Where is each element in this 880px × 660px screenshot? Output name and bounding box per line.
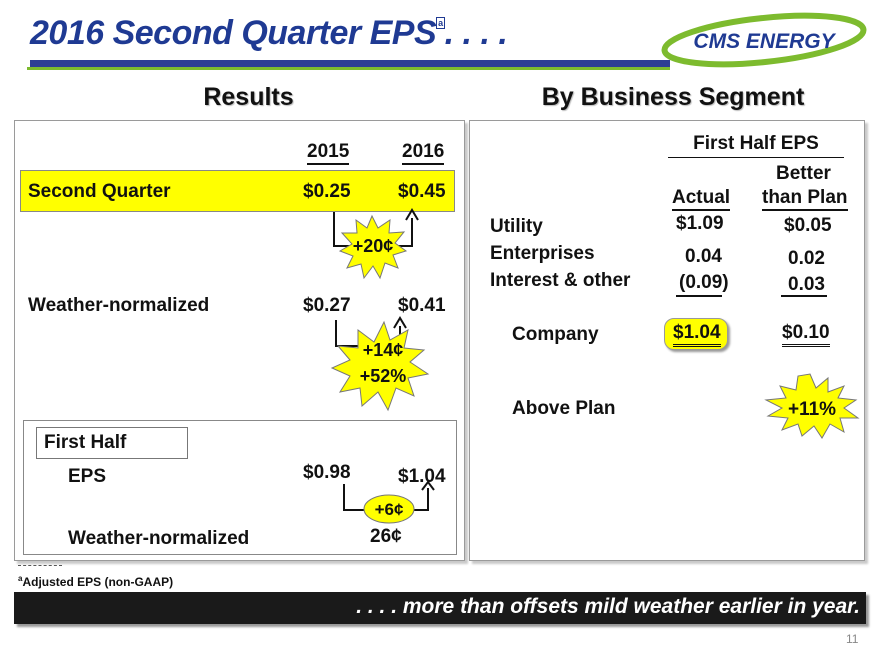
footnote: aAdjusted EPS (non-GAAP) bbox=[18, 574, 174, 589]
highlight-oval bbox=[363, 494, 415, 524]
first-half-label-box bbox=[36, 427, 188, 459]
first-half-label: First Half bbox=[44, 432, 127, 453]
starburst-icon bbox=[764, 373, 860, 439]
fh-wn-label: Weather-normalized bbox=[68, 528, 250, 549]
utility-actual: $1.09 bbox=[676, 213, 724, 234]
footnote-rule bbox=[18, 565, 62, 566]
segment-label-enterprises: Enterprises bbox=[490, 243, 595, 264]
company-label: Company bbox=[512, 324, 599, 345]
segment-heading: By Business Segment bbox=[541, 83, 805, 111]
better-sum-rule bbox=[781, 295, 827, 297]
wn-delta-cents: +14¢ bbox=[363, 340, 404, 360]
better-header-line1: Better bbox=[776, 163, 831, 184]
wn-change-graphic: +14¢ +52% bbox=[330, 316, 430, 412]
year-2016-header: 2016 bbox=[402, 141, 445, 165]
fh-change-graphic: +6¢ bbox=[343, 480, 435, 524]
interest-better: 0.03 bbox=[788, 274, 825, 295]
title-underline-green bbox=[27, 67, 670, 70]
company-actual: $1.04 bbox=[673, 322, 721, 347]
starburst-icon bbox=[338, 214, 408, 280]
better-header-line2: than Plan bbox=[762, 187, 848, 211]
enterprises-actual: 0.04 bbox=[685, 246, 722, 267]
above-plan-label: Above Plan bbox=[512, 398, 616, 419]
year-2015-header: 2015 bbox=[307, 141, 350, 165]
eps-label: EPS bbox=[68, 466, 107, 487]
results-heading: Results bbox=[203, 83, 294, 111]
second-quarter-label: Second Quarter bbox=[28, 181, 171, 202]
fh-wn-value: 26¢ bbox=[370, 526, 402, 547]
q2-2016-value: $0.45 bbox=[398, 181, 446, 202]
second-quarter-highlight bbox=[20, 170, 455, 212]
q2-change-graphic: +20¢ bbox=[333, 208, 419, 280]
segment-panel bbox=[469, 120, 865, 561]
footnote-marker: a bbox=[18, 574, 23, 583]
q2-2015-value: $0.25 bbox=[303, 181, 351, 202]
wn-delta-percent: +52% bbox=[360, 366, 407, 386]
logo-text: CMS ENERGY bbox=[693, 30, 836, 53]
interest-actual: (0.09) bbox=[679, 272, 729, 293]
fh-2015-value: $0.98 bbox=[303, 462, 351, 483]
fh-delta: +6¢ bbox=[375, 500, 404, 519]
q2-delta: +20¢ bbox=[353, 236, 394, 256]
above-plan-graphic: +11% bbox=[764, 373, 860, 439]
segment-label-utility: Utility bbox=[490, 216, 543, 237]
wn-2016-value: $0.41 bbox=[398, 295, 446, 316]
actual-header: Actual bbox=[672, 187, 731, 211]
title-underline-blue bbox=[30, 60, 670, 67]
first-half-box bbox=[23, 420, 457, 555]
segment-label-interest: Interest & other bbox=[490, 270, 631, 291]
weather-normalized-label: Weather-normalized bbox=[28, 295, 210, 316]
conclusion-banner: . . . . more than offsets mild weather e… bbox=[14, 592, 866, 624]
footnote-marker: a bbox=[436, 17, 445, 29]
fh-2016-value: $1.04 bbox=[398, 466, 446, 487]
conclusion-text: . . . . more than offsets mild weather e… bbox=[356, 595, 860, 618]
utility-better: $0.05 bbox=[784, 215, 832, 236]
actual-sum-rule bbox=[676, 295, 722, 297]
company-better: $0.10 bbox=[782, 322, 830, 347]
first-half-eps-header: First Half EPS bbox=[668, 133, 844, 158]
above-plan-value: +11% bbox=[788, 399, 836, 420]
cms-energy-logo: CMS ENERGY bbox=[661, 12, 867, 68]
page-title: 2016 Second Quarter EPS a. . . . bbox=[30, 14, 508, 52]
starburst-icon bbox=[330, 320, 430, 412]
enterprises-better: 0.02 bbox=[788, 248, 825, 269]
page-number: 11 bbox=[846, 632, 859, 646]
wn-2015-value: $0.27 bbox=[303, 295, 351, 316]
